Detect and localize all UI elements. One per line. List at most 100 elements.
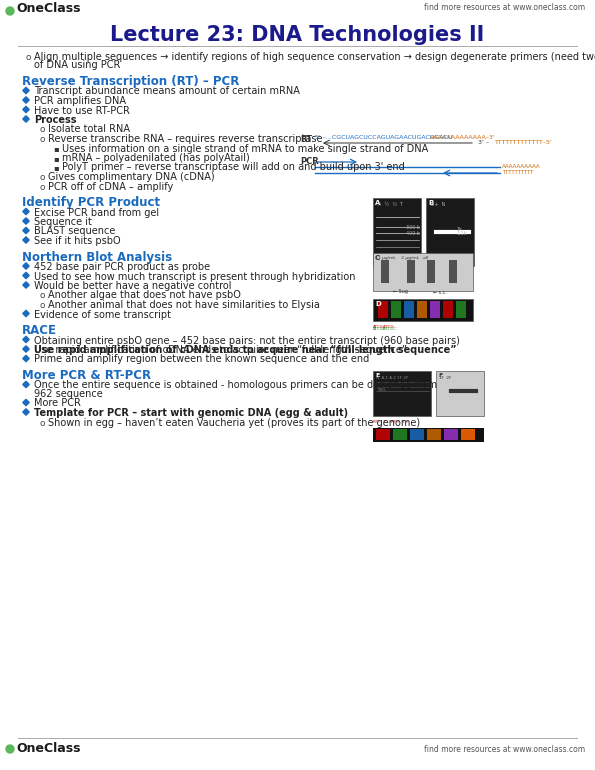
Bar [407, 260, 415, 283]
Bar [378, 300, 388, 317]
Bar [436, 371, 484, 416]
Polygon shape [23, 227, 29, 234]
Bar [373, 428, 484, 442]
Text: Use rapid amplification of cDNA ends to acquire near “full-length sequence”: Use rapid amplification of cDNA ends to … [34, 345, 456, 355]
Bar [456, 300, 466, 317]
Text: o: o [39, 419, 45, 427]
Polygon shape [23, 97, 29, 103]
Text: o: o [25, 53, 30, 62]
Bar [381, 260, 389, 283]
Text: Reverse transcribe RNA – requires reverse transcriptase: Reverse transcribe RNA – requires revers… [48, 134, 322, 144]
Polygon shape [23, 273, 29, 279]
Polygon shape [23, 336, 29, 343]
Text: 5' –...CGCUAGCUCCAGUAGAACUGACUGACU: 5' –...CGCUAGCUCCAGUAGAACUGACUGACU [315, 135, 452, 140]
Text: Prime and amplify region between the known sequence and the end: Prime and amplify region between the kno… [34, 354, 369, 364]
Text: Sequence it: Sequence it [34, 217, 92, 227]
Text: TTTTTTTTTTTTT–5': TTTTTTTTTTTTT–5' [495, 140, 553, 146]
Text: More PCR & RT-PCR: More PCR & RT-PCR [22, 369, 151, 382]
Text: ATCGATCG...: ATCGATCG... [373, 324, 399, 329]
Text: Another animal that does not have similarities to Elysia: Another animal that does not have simila… [48, 300, 320, 310]
Bar [373, 371, 431, 416]
Text: mRNA – polyadenilated (has polyAtail): mRNA – polyadenilated (has polyAtail) [62, 153, 250, 163]
Polygon shape [23, 346, 29, 352]
Text: ATCGATCG...: ATCGATCG... [373, 327, 399, 332]
Text: 1F  2F: 1F 2F [439, 376, 452, 380]
Text: Excise PCR band from gel: Excise PCR band from gel [34, 207, 159, 217]
Polygon shape [23, 282, 29, 288]
Text: OneClass: OneClass [16, 742, 80, 755]
Text: Reverse Transcription (RT) – PCR: Reverse Transcription (RT) – PCR [22, 75, 239, 88]
Bar [376, 429, 390, 440]
Text: 400 b: 400 b [406, 232, 420, 236]
Bar [373, 253, 473, 290]
Text: Shown in egg – haven’t eaten Vaucheria yet (proves its part of the genome): Shown in egg – haven’t eaten Vaucheria y… [48, 417, 420, 427]
Text: Isolate total RNA: Isolate total RNA [48, 125, 130, 135]
Text: PolyT primer – reverse transcriptase will add on and build upon 3' end: PolyT primer – reverse transcriptase wil… [62, 162, 405, 172]
Text: Template for PCR – start with genomic DNA (egg & adult): Template for PCR – start with genomic DN… [34, 408, 348, 418]
Text: ▪: ▪ [53, 154, 59, 163]
Text: 1 μg/mL    2 μg/mL   all: 1 μg/mL 2 μg/mL all [378, 256, 428, 259]
Polygon shape [23, 400, 29, 406]
Text: 300 b: 300 b [406, 225, 420, 229]
Text: E: E [375, 373, 379, 378]
Text: Gives complimentary DNA (cDNA): Gives complimentary DNA (cDNA) [48, 172, 215, 182]
Text: RT–  T–  RT+  T+: RT– T– RT+ T+ [373, 420, 409, 424]
Polygon shape [23, 209, 29, 215]
Polygon shape [23, 310, 29, 316]
Text: OneClass: OneClass [16, 2, 80, 15]
Text: o: o [39, 135, 45, 144]
Polygon shape [23, 237, 29, 243]
Text: ▪: ▪ [53, 145, 59, 153]
Text: Uses information on a single strand of mRNA to make single strand of DNA: Uses information on a single strand of m… [62, 143, 428, 153]
Polygon shape [23, 116, 29, 122]
Polygon shape [23, 106, 29, 112]
Bar [443, 300, 453, 317]
Text: 500-: 500- [378, 388, 387, 392]
Text: C: C [375, 255, 380, 260]
Text: AAAAAAAAAA: AAAAAAAAAA [502, 165, 541, 169]
Text: of DNA using PCR: of DNA using PCR [34, 61, 120, 71]
Text: 452 base pair PCR product as probe: 452 base pair PCR product as probe [34, 262, 210, 272]
Text: See if it hits psbO: See if it hits psbO [34, 236, 121, 246]
Text: 1.1k: 1.1k [456, 232, 466, 236]
Bar [391, 300, 401, 317]
Text: Another algae that does not have psbO: Another algae that does not have psbO [48, 290, 241, 300]
Polygon shape [23, 87, 29, 94]
Bar [410, 429, 424, 440]
Bar [427, 260, 435, 283]
Polygon shape [23, 218, 29, 224]
Text: PCR off of cDNA – amplify: PCR off of cDNA – amplify [48, 182, 173, 192]
Text: RT: RT [300, 135, 312, 144]
Text: D: D [375, 300, 381, 306]
Polygon shape [23, 381, 29, 388]
Circle shape [6, 745, 14, 753]
Polygon shape [23, 263, 29, 269]
Bar [417, 300, 427, 317]
Bar [444, 429, 458, 440]
Text: AAAAAAAAAAAAA–3': AAAAAAAAAAAAA–3' [430, 135, 496, 140]
Text: Process: Process [34, 115, 77, 125]
Text: find more resources at www.oneclass.com: find more resources at www.oneclass.com [424, 745, 585, 754]
Text: Once the entire sequence is obtained - homologous primers can be designed from: Once the entire sequence is obtained - h… [34, 380, 437, 390]
Text: Align multiple sequences → identify regions of high sequence conservation → desi: Align multiple sequences → identify regi… [34, 52, 595, 62]
Text: B+  N: B+ N [431, 202, 445, 207]
Polygon shape [23, 355, 29, 362]
Text: Transcript abundance means amount of certain mRNA: Transcript abundance means amount of cer… [34, 86, 300, 96]
Polygon shape [23, 409, 29, 415]
Text: ▪: ▪ [53, 163, 59, 172]
Text: Obtaining entire psbO gene – 452 base pairs: not the entire transcript (960 base: Obtaining entire psbO gene – 452 base pa… [34, 336, 460, 346]
Text: 962 sequence: 962 sequence [34, 389, 103, 399]
Bar [373, 198, 421, 266]
Text: Identify PCR Product: Identify PCR Product [22, 196, 160, 209]
Text: N  A.1 A.2 1F 2F: N A.1 A.2 1F 2F [376, 376, 408, 380]
Text: PCR amplifies DNA: PCR amplifies DNA [34, 96, 126, 106]
Bar [461, 429, 475, 440]
Text: o: o [39, 301, 45, 310]
Text: find more resources at www.oneclass.com: find more resources at www.oneclass.com [424, 4, 585, 12]
Text: Evidence of some transcript: Evidence of some transcript [34, 310, 171, 320]
Text: Have to use RT-PCR: Have to use RT-PCR [34, 105, 130, 116]
Bar [404, 300, 414, 317]
Text: o: o [39, 126, 45, 135]
Text: B: B [428, 200, 433, 206]
Text: F: F [438, 373, 442, 378]
